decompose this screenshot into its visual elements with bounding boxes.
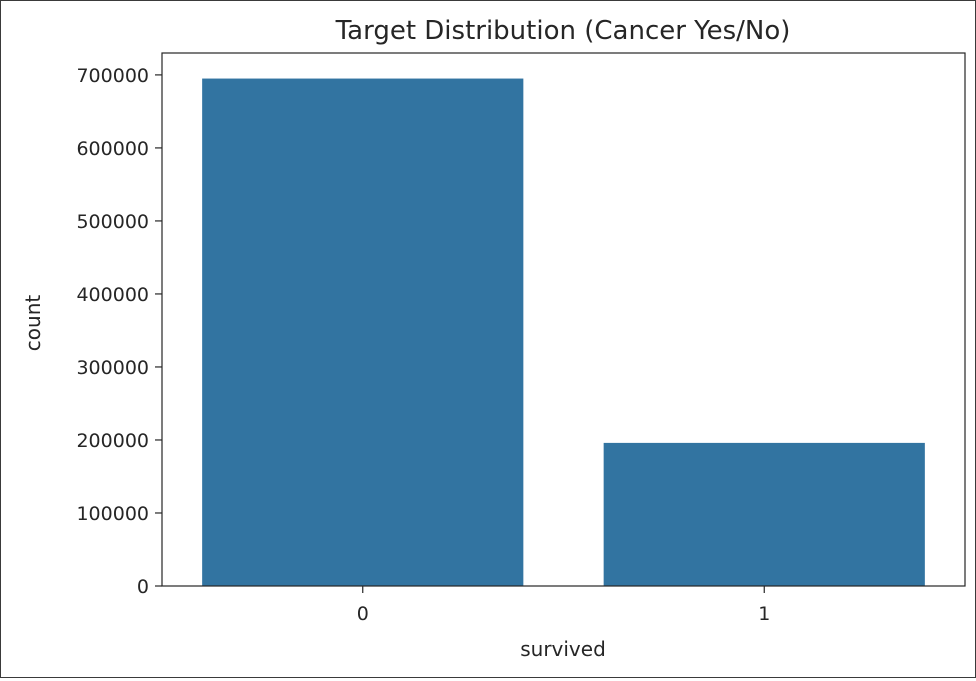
y-tick-label: 0 <box>137 576 149 598</box>
bar-1 <box>603 442 925 586</box>
plot-frame <box>161 52 966 587</box>
y-axis-label: count <box>21 295 45 352</box>
x-axis-label: survived <box>520 637 606 661</box>
bars-group <box>202 78 925 586</box>
y-tick-label: 700000 <box>76 65 149 87</box>
y-tick-label: 400000 <box>76 284 149 306</box>
x-tick-label: 1 <box>758 603 770 625</box>
chart-title: Target Distribution (Cancer Yes/No) <box>335 16 791 46</box>
bar-0 <box>202 78 524 586</box>
y-tick-label: 500000 <box>76 211 149 233</box>
x-tick-label: 0 <box>357 603 369 625</box>
y-tick-label: 600000 <box>76 138 149 160</box>
y-tick-label: 100000 <box>76 503 149 525</box>
y-axis: 0 100000 200000 300000 400000 500000 600000 700… <box>76 52 966 598</box>
y-tick-label: 300000 <box>76 357 149 379</box>
y-tick-label: 200000 <box>76 430 149 452</box>
